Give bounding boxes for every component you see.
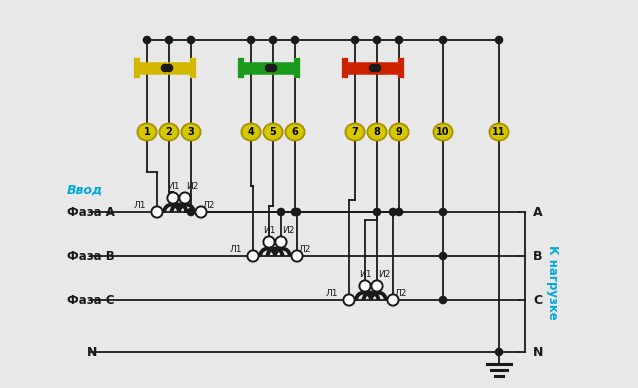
Text: 8: 8 — [374, 127, 380, 137]
Circle shape — [373, 64, 381, 72]
Circle shape — [263, 236, 274, 248]
Circle shape — [179, 192, 191, 204]
Circle shape — [440, 36, 447, 43]
Text: 5: 5 — [270, 127, 276, 137]
Circle shape — [292, 36, 299, 43]
Circle shape — [373, 36, 381, 43]
Ellipse shape — [263, 123, 283, 140]
Circle shape — [440, 296, 447, 303]
Text: 2: 2 — [166, 127, 172, 137]
Text: 1: 1 — [144, 127, 151, 137]
Text: И1: И1 — [167, 182, 179, 191]
Text: Фаза С: Фаза С — [67, 293, 114, 307]
Text: 6: 6 — [292, 127, 299, 137]
Circle shape — [165, 64, 173, 72]
Circle shape — [440, 253, 447, 260]
Circle shape — [248, 250, 258, 262]
Circle shape — [278, 208, 285, 216]
Ellipse shape — [160, 123, 179, 140]
Circle shape — [292, 250, 302, 262]
Text: 11: 11 — [493, 127, 506, 137]
Text: В: В — [533, 249, 542, 263]
Text: 7: 7 — [352, 127, 359, 137]
Text: С: С — [533, 293, 542, 307]
Circle shape — [293, 208, 300, 216]
Circle shape — [440, 208, 447, 216]
Text: N: N — [533, 345, 544, 359]
Circle shape — [269, 36, 277, 43]
Text: И2: И2 — [282, 226, 295, 235]
Text: А: А — [533, 206, 543, 218]
Circle shape — [269, 64, 277, 72]
Text: N: N — [87, 345, 98, 359]
Text: И1: И1 — [263, 226, 275, 235]
Text: К нагрузке: К нагрузке — [547, 244, 560, 319]
Circle shape — [276, 236, 286, 248]
Circle shape — [371, 281, 383, 292]
Circle shape — [292, 208, 299, 216]
Text: 3: 3 — [188, 127, 195, 137]
Circle shape — [373, 208, 381, 216]
Text: Л2: Л2 — [299, 245, 311, 254]
Circle shape — [359, 281, 371, 292]
Circle shape — [387, 294, 399, 306]
Circle shape — [195, 206, 207, 218]
Circle shape — [151, 206, 163, 218]
Text: 4: 4 — [248, 127, 255, 137]
Text: Фаза В: Фаза В — [67, 249, 115, 263]
Circle shape — [167, 192, 179, 204]
Ellipse shape — [367, 123, 387, 140]
Circle shape — [165, 36, 173, 43]
Circle shape — [495, 348, 503, 355]
Circle shape — [396, 36, 403, 43]
Ellipse shape — [241, 123, 260, 140]
Text: 9: 9 — [396, 127, 403, 137]
Circle shape — [248, 36, 255, 43]
Circle shape — [495, 36, 503, 43]
Text: И1: И1 — [359, 270, 371, 279]
Text: Ввод: Ввод — [67, 184, 103, 196]
Circle shape — [144, 36, 151, 43]
Ellipse shape — [181, 123, 200, 140]
Circle shape — [161, 64, 168, 72]
Text: 10: 10 — [436, 127, 450, 137]
Text: Л1: Л1 — [133, 201, 146, 210]
Circle shape — [369, 64, 376, 72]
Text: Л1: Л1 — [325, 289, 338, 298]
Circle shape — [265, 64, 272, 72]
Ellipse shape — [285, 123, 304, 140]
Circle shape — [188, 36, 195, 43]
Circle shape — [352, 36, 359, 43]
Circle shape — [343, 294, 355, 306]
Ellipse shape — [389, 123, 408, 140]
Text: И2: И2 — [186, 182, 198, 191]
Circle shape — [188, 208, 195, 216]
Text: И2: И2 — [378, 270, 390, 279]
Circle shape — [396, 208, 403, 216]
Ellipse shape — [137, 123, 156, 140]
Text: Л2: Л2 — [395, 289, 408, 298]
Text: Л2: Л2 — [203, 201, 216, 210]
Ellipse shape — [345, 123, 364, 140]
Ellipse shape — [489, 123, 508, 140]
Text: Л1: Л1 — [229, 245, 242, 254]
Circle shape — [389, 208, 397, 216]
Ellipse shape — [433, 123, 452, 140]
Text: Фаза А: Фаза А — [67, 206, 115, 218]
